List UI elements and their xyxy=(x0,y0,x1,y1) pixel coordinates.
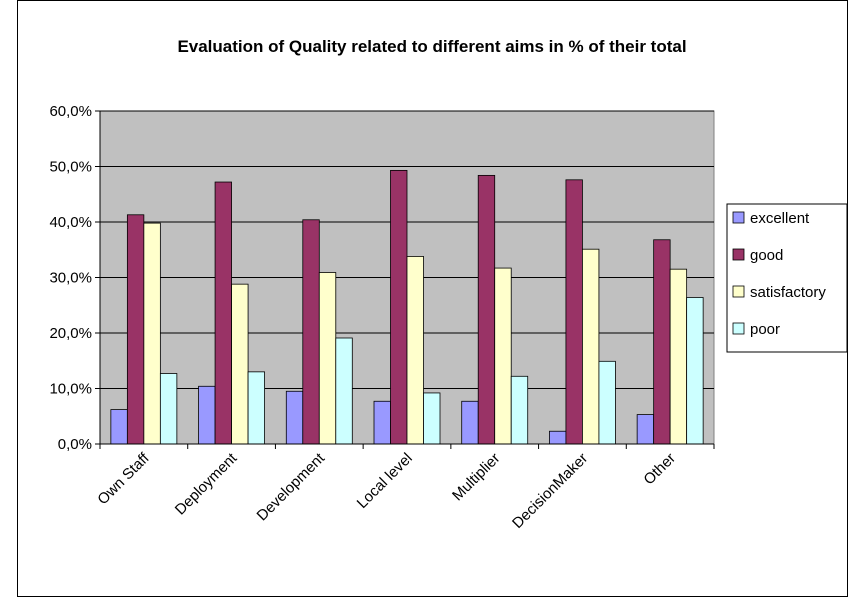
bar-excellent xyxy=(373,400,391,445)
bar-poor xyxy=(686,297,704,445)
y-tick-label: 30,0% xyxy=(49,270,92,287)
legend-swatch-excellent xyxy=(732,211,745,224)
bar-poor xyxy=(423,392,441,445)
legend-label-good: good xyxy=(750,247,783,264)
x-category-label: Other xyxy=(640,450,679,489)
bar-excellent xyxy=(636,414,655,445)
bar-excellent xyxy=(198,385,216,445)
bar-good xyxy=(302,219,320,445)
bar-satisfactory xyxy=(669,268,688,445)
legend-label-excellent: excellent xyxy=(750,210,810,227)
bar-satisfactory xyxy=(231,283,249,445)
y-tick-label: 60,0% xyxy=(49,103,92,120)
x-category-label: Deployment xyxy=(172,449,241,518)
bar-satisfactory xyxy=(582,248,600,445)
bar-satisfactory xyxy=(318,272,337,445)
bar-good xyxy=(214,181,232,445)
bar-poor xyxy=(510,375,529,445)
bar-excellent xyxy=(110,409,128,445)
bar-good xyxy=(126,214,145,445)
bar-satisfactory xyxy=(143,222,161,445)
chart-title: Evaluation of Quality related to differe… xyxy=(177,37,686,56)
y-tick-label: 20,0% xyxy=(49,325,92,342)
bar-poor xyxy=(247,371,265,445)
y-tick-label: 0,0% xyxy=(58,436,92,453)
bar-poor xyxy=(598,360,616,445)
bar-excellent xyxy=(285,390,304,445)
x-axis-labels: Own Staff Deployment Development Local leve… xyxy=(94,449,679,532)
bar-poor xyxy=(335,337,353,445)
y-tick-label: 40,0% xyxy=(49,214,92,231)
legend-swatch-satisfactory xyxy=(732,285,745,298)
legend-swatch-poor xyxy=(732,322,745,335)
y-tick-label: 10,0% xyxy=(49,381,92,398)
x-category-label: DecisionMaker xyxy=(509,450,591,532)
bar-excellent xyxy=(549,430,567,445)
axes xyxy=(99,111,714,445)
legend-swatch-good xyxy=(732,248,745,261)
bars xyxy=(110,169,704,445)
legend: excellent good satisfactory poor xyxy=(726,203,848,353)
bar-good xyxy=(390,169,408,445)
bar-good xyxy=(653,239,671,445)
x-category-label: Multiplier xyxy=(449,450,503,504)
legend-label-satisfactory: satisfactory xyxy=(750,284,826,301)
y-axis-ticks: 0,0% 10,0% 20,0% 30,0% 40,0% 50,0% 60,0% xyxy=(49,103,100,453)
bar-good xyxy=(565,179,583,445)
legend-box xyxy=(726,203,848,353)
x-axis-ticks xyxy=(99,444,715,449)
y-tick-label: 50,0% xyxy=(49,159,92,176)
bar-good xyxy=(477,174,496,445)
bar-excellent xyxy=(461,400,479,445)
bar-satisfactory xyxy=(494,267,512,445)
bar-satisfactory xyxy=(406,256,424,445)
legend-label-poor: poor xyxy=(750,321,780,338)
x-category-label: Development xyxy=(254,449,329,524)
x-category-label: Own Staff xyxy=(94,449,153,508)
bar-poor xyxy=(159,373,178,445)
x-category-label: Local level xyxy=(354,450,416,512)
